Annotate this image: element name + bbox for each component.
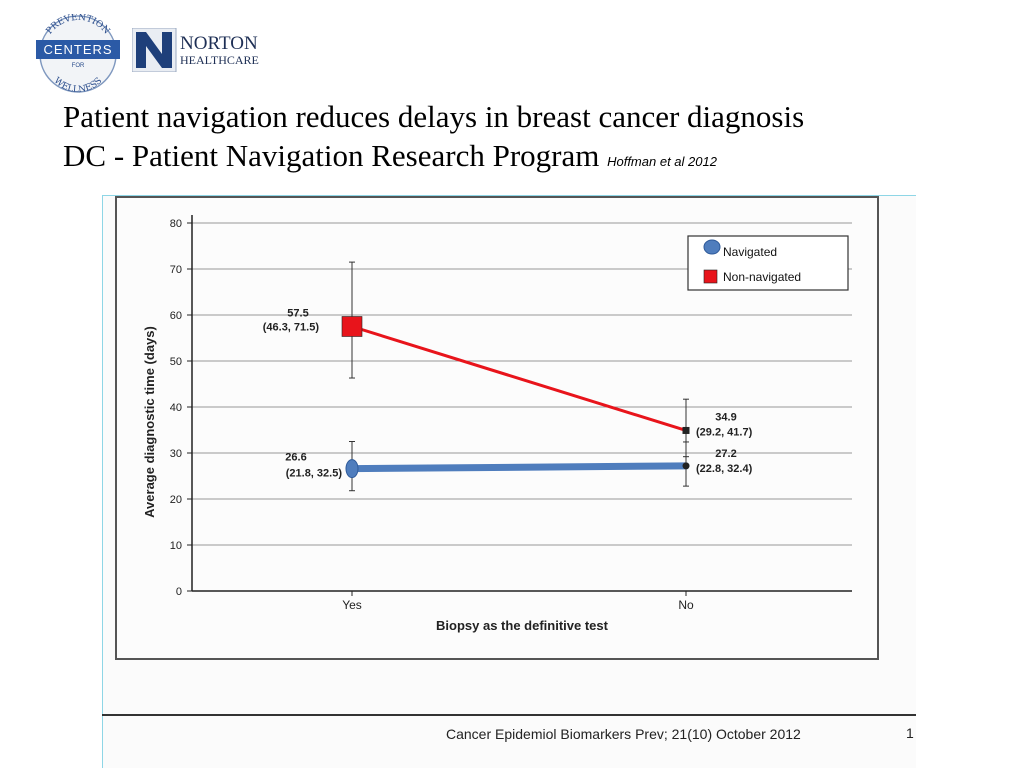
page-number: 1 xyxy=(906,725,914,741)
x-axis-label: Biopsy as the definitive test xyxy=(436,618,609,633)
series-navigated-line xyxy=(348,462,690,473)
healthcare-text: HEALTHCARE xyxy=(180,53,259,67)
y-tick-label-30: 30 xyxy=(170,448,182,460)
legend: Navigated Non-navigated xyxy=(687,235,849,291)
point-navigated-no xyxy=(682,462,690,470)
x-tick-labels: Yes No xyxy=(342,598,694,612)
logo-for-text: FOR xyxy=(72,63,85,69)
x-tick-label-no: No xyxy=(678,598,694,612)
norton-healthcare-logo: NORTON HEALTHCARE xyxy=(132,28,259,72)
chart-figure: 0 10 20 30 40 50 60 70 80 Yes No Average diagnost… xyxy=(102,195,916,768)
y-tick-label-20: 20 xyxy=(170,494,182,506)
ci-label-navigated-no: (22.8, 32.4) xyxy=(696,463,753,475)
ci-label-non-navigated-no: (29.2, 41.7) xyxy=(696,426,753,438)
ci-label-non-navigated-yes: (46.3, 71.5) xyxy=(263,322,320,334)
legend-navigated-marker xyxy=(703,239,721,255)
title-line-1: Patient navigation reduces delays in bre… xyxy=(63,99,805,134)
title-line-2: DC - Patient Navigation Research Program… xyxy=(63,136,804,181)
point-non-navigated-no xyxy=(682,426,690,434)
x-tick-label-yes: Yes xyxy=(342,598,362,612)
y-tick-label-70: 70 xyxy=(170,264,182,276)
label-navigated-no: 27.2 xyxy=(715,448,736,460)
norton-text: NORTON xyxy=(180,33,258,54)
legend-non-navigated-marker xyxy=(703,269,718,284)
series-non-navigated-line xyxy=(351,325,687,432)
logo-centers-text: CENTERS xyxy=(43,42,112,57)
y-tick-label-60: 60 xyxy=(170,310,182,322)
title-program: DC - Patient Navigation Research Program xyxy=(63,138,600,173)
y-tick-label-10: 10 xyxy=(170,540,182,552)
label-non-navigated-no: 34.9 xyxy=(715,411,736,423)
y-tick-label-40: 40 xyxy=(170,402,182,414)
legend-navigated-label: Navigated xyxy=(723,245,777,259)
series-layer: 57.5 (46.3, 71.5) 26.6 (21.8, 32.5) 34.9 (29.… xyxy=(263,261,753,492)
point-non-navigated-yes xyxy=(341,316,363,337)
y-axis-label: Average diagnostic time (days) xyxy=(142,326,157,518)
y-tick-label-0: 0 xyxy=(176,586,182,598)
y-tick-label-50: 50 xyxy=(170,356,182,368)
ci-label-navigated-yes: (21.8, 32.5) xyxy=(286,468,343,480)
y-tick-labels: 0 10 20 30 40 50 60 70 80 xyxy=(170,218,182,598)
y-tick-label-80: 80 xyxy=(170,218,182,230)
journal-citation: Cancer Epidemiol Biomarkers Prev; 21(10)… xyxy=(446,726,801,742)
legend-non-navigated-label: Non-navigated xyxy=(723,270,801,284)
slide-title: Patient navigation reduces delays in bre… xyxy=(63,97,804,181)
citation: Hoffman et al 2012 xyxy=(607,154,717,169)
label-non-navigated-yes: 57.5 xyxy=(287,308,308,320)
prevention-centers-logo: PREVENTION WELLNESS CENTERS FOR xyxy=(36,14,120,94)
grid-lines xyxy=(187,222,852,596)
point-navigated-yes xyxy=(345,459,359,479)
label-navigated-yes: 26.6 xyxy=(285,452,306,464)
